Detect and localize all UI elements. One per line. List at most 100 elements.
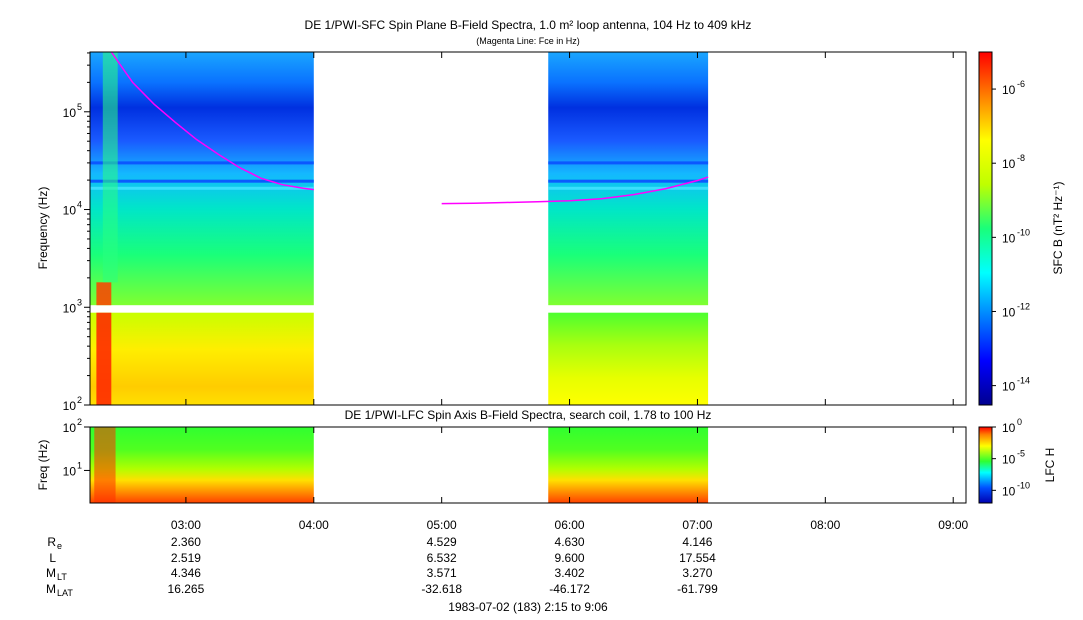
ephemeris-value: 3.270 bbox=[682, 566, 712, 580]
ephemeris-value: 16.265 bbox=[168, 582, 205, 596]
lfc-y-tick-label: 10 bbox=[63, 464, 77, 478]
ephemeris-value: 4.630 bbox=[555, 535, 585, 549]
sfc-block-lower-1 bbox=[90, 312, 314, 405]
sfc-subtitle: (Magenta Line: Fce in Hz) bbox=[476, 36, 580, 46]
sfc-block-upper-2 bbox=[548, 52, 709, 306]
lfc-colorbar-tick-label: 10 bbox=[1002, 421, 1016, 435]
sfc-colorbar-tick-label: 10 bbox=[1002, 380, 1016, 394]
sfc-burst-high bbox=[102, 52, 118, 283]
lfc-colorbar-label: LFC H bbox=[1043, 448, 1057, 483]
ephemeris-value: -61.799 bbox=[677, 582, 718, 596]
ephemeris-value: -46.172 bbox=[549, 582, 590, 596]
sfc-colorbar-tick-label: 10 bbox=[1002, 231, 1016, 245]
sfc-plot-frame bbox=[89, 51, 967, 406]
sfc-emission-line bbox=[90, 161, 314, 165]
sfc-colorbar-tick-exponent: -6 bbox=[1017, 79, 1025, 89]
x-tick-label: 09:00 bbox=[938, 518, 968, 532]
ephemeris-value: 2.360 bbox=[171, 535, 201, 549]
sfc-colorbar-tick-label: 10 bbox=[1002, 305, 1016, 319]
ephemeris-value: 9.600 bbox=[555, 551, 585, 565]
lfc-spectrogram bbox=[90, 427, 709, 503]
x-tick-label: 04:00 bbox=[299, 518, 329, 532]
ephemeris-value: 17.554 bbox=[679, 551, 716, 565]
sfc-block-upper-1 bbox=[90, 52, 314, 306]
sfc-y-tick-exponent: 3 bbox=[77, 297, 82, 307]
lfc-colorbar-tick-label: 10 bbox=[1002, 484, 1016, 498]
sfc-y-tick-label: 10 bbox=[63, 106, 77, 120]
lfc-title: DE 1/PWI-LFC Spin Axis B-Field Spectra, … bbox=[345, 408, 712, 422]
sfc-colorbar-label: SFC B (nT² Hz⁻¹) bbox=[1051, 182, 1065, 275]
ephemeris-row-label-subscript: e bbox=[57, 541, 62, 551]
lfc-y-tick-exponent: 2 bbox=[77, 417, 82, 427]
sfc-y-tick-label: 10 bbox=[63, 204, 77, 218]
ephemeris-row-label: M bbox=[46, 566, 56, 580]
x-tick-label: 05:00 bbox=[427, 518, 457, 532]
x-tick-label: 08:00 bbox=[810, 518, 840, 532]
ephemeris-row-label: R bbox=[47, 535, 56, 549]
footer-date-range: 1983-07-02 (183) 2:15 to 9:06 bbox=[448, 600, 608, 614]
sfc-y-tick-exponent: 5 bbox=[77, 102, 82, 112]
sfc-y-tick-label: 10 bbox=[63, 399, 77, 413]
sfc-y-tick-exponent: 4 bbox=[77, 200, 82, 210]
lfc-plot-frame bbox=[89, 426, 967, 504]
sfc-colorbar-tick-exponent: -10 bbox=[1017, 227, 1030, 237]
x-tick-label: 07:00 bbox=[682, 518, 712, 532]
lfc-colorbar-tick-exponent: -10 bbox=[1017, 480, 1030, 490]
ephemeris-row-label-subscript: LT bbox=[57, 572, 67, 582]
sfc-burst-mid bbox=[96, 282, 112, 306]
ephemeris-value: 3.571 bbox=[427, 566, 457, 580]
x-axis: 03:00 04:00 05:00 06:00 07:00 08:00 09:00 bbox=[171, 52, 969, 532]
ephemeris-value: -32.618 bbox=[421, 582, 462, 596]
lfc-colorbar-gradient bbox=[978, 426, 993, 504]
sfc-colorbar-tick-exponent: -8 bbox=[1017, 153, 1025, 163]
ephemeris-value: 6.532 bbox=[427, 551, 457, 565]
sfc-colorbar-gradient bbox=[978, 51, 993, 406]
sfc-title: DE 1/PWI-SFC Spin Plane B-Field Spectra,… bbox=[305, 18, 752, 32]
fce-line-2 bbox=[441, 176, 709, 205]
sfc-colorbar-tick-label: 10 bbox=[1002, 83, 1016, 97]
sfc-emission-line bbox=[548, 179, 709, 183]
lfc-block-2 bbox=[548, 427, 709, 503]
lfc-y-tick-label: 10 bbox=[63, 421, 77, 435]
ephemeris-value: 4.529 bbox=[427, 535, 457, 549]
ephemeris-value: 4.346 bbox=[171, 566, 201, 580]
sfc-emission-line bbox=[548, 161, 709, 165]
ephemeris-row-label: L bbox=[49, 551, 56, 565]
sfc-emission-line bbox=[90, 179, 314, 183]
x-tick-label: 03:00 bbox=[171, 518, 201, 532]
lfc-y-axis-label: Freq (Hz) bbox=[36, 440, 50, 491]
sfc-y-tick-label: 10 bbox=[63, 301, 77, 315]
sfc-spectrogram bbox=[90, 52, 709, 405]
lfc-block-1 bbox=[90, 427, 314, 503]
sfc-y-axis-label: Frequency (Hz) bbox=[36, 187, 50, 270]
lfc-colorbar-tick-label: 10 bbox=[1002, 453, 1016, 467]
lfc-colorbar-tick-exponent: -5 bbox=[1017, 449, 1025, 459]
ephemeris-value: 3.402 bbox=[555, 566, 585, 580]
lfc-burst bbox=[94, 427, 116, 503]
ephemeris-value: 2.519 bbox=[171, 551, 201, 565]
sfc-emission-line bbox=[90, 186, 314, 190]
ephemeris-row-label-subscript: LAT bbox=[57, 588, 73, 598]
ephemeris-value: 4.146 bbox=[682, 535, 712, 549]
lfc-colorbar-tick-exponent: 0 bbox=[1017, 417, 1022, 427]
lfc-y-tick-exponent: 1 bbox=[77, 460, 82, 470]
ephemeris-row-label: M bbox=[46, 582, 56, 596]
sfc-colorbar-tick-exponent: -14 bbox=[1017, 376, 1030, 386]
sfc-emission-line bbox=[548, 186, 709, 190]
fce-line-1 bbox=[110, 51, 314, 191]
sfc-colorbar-tick-label: 10 bbox=[1002, 157, 1016, 171]
sfc-burst-low bbox=[96, 312, 112, 405]
x-tick-label: 06:00 bbox=[555, 518, 585, 532]
sfc-colorbar-tick-exponent: -12 bbox=[1017, 301, 1030, 311]
sfc-y-tick-exponent: 2 bbox=[77, 395, 82, 405]
